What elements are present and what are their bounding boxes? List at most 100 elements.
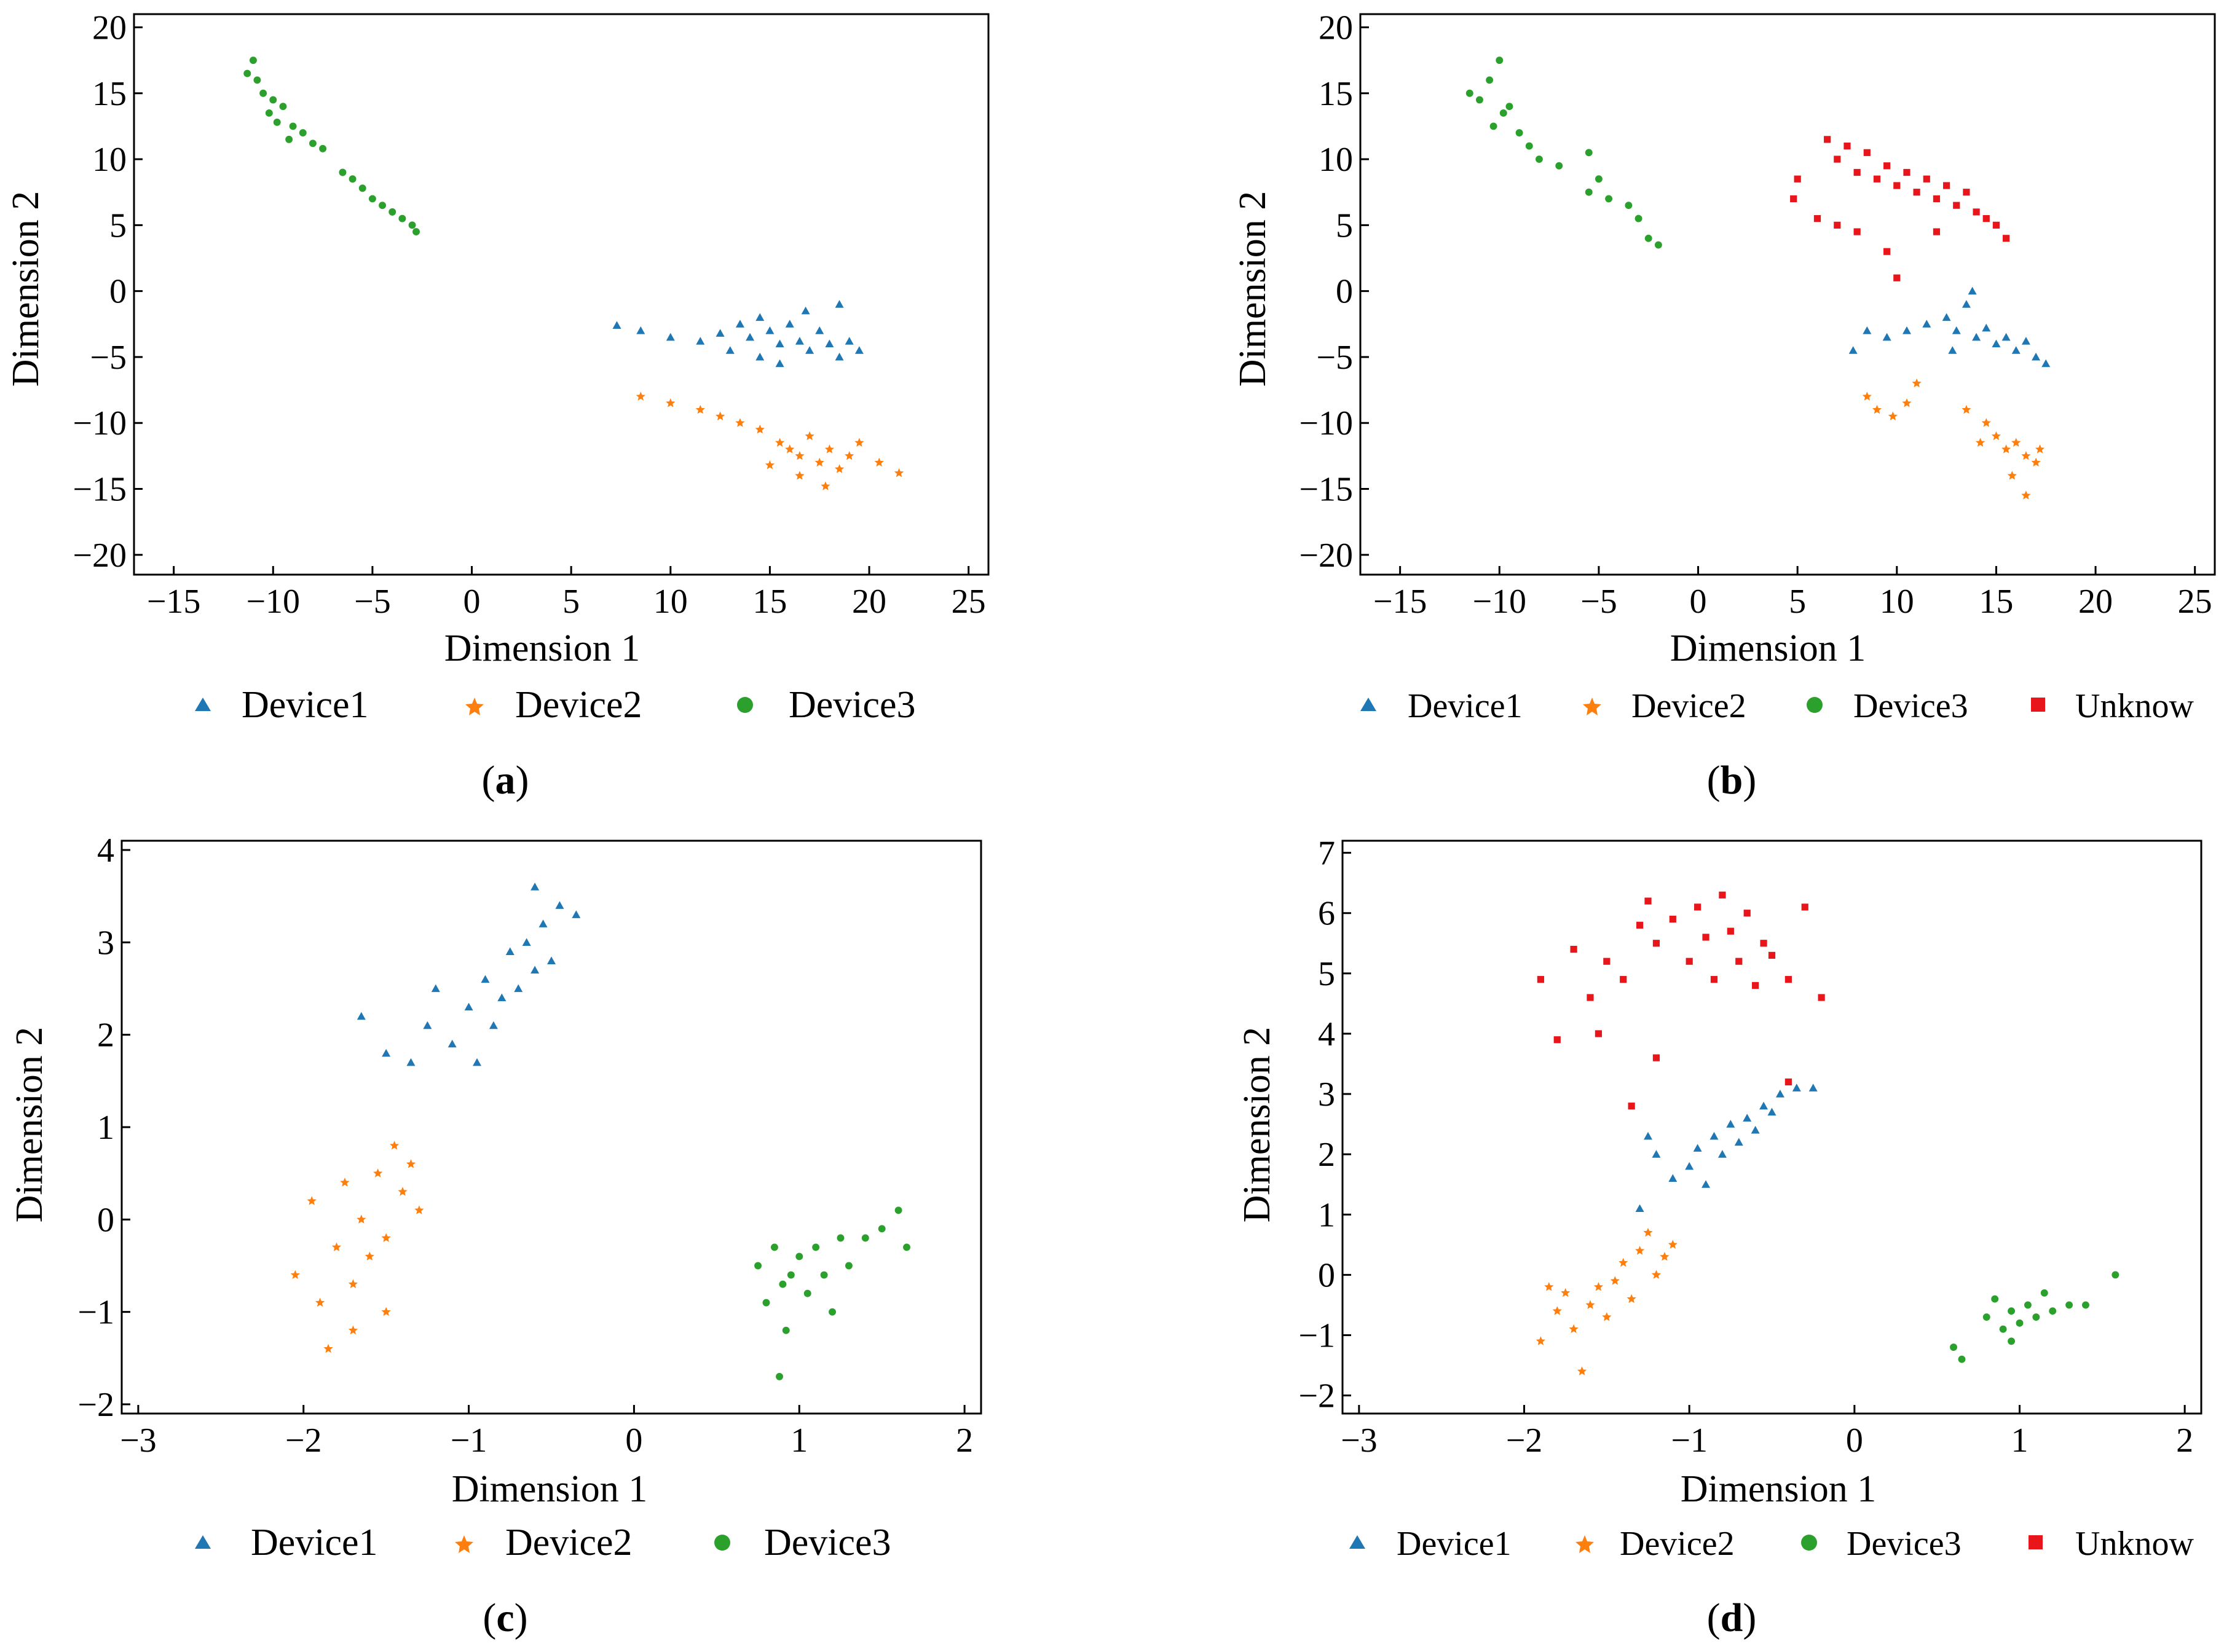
- point-device1: [555, 901, 564, 909]
- series-device1-d: [1635, 1084, 1818, 1213]
- x-tick-label-d: −1: [1671, 1422, 1708, 1460]
- legend-a: Device1 Device2 Device3: [195, 684, 916, 726]
- point-device3: [1605, 195, 1613, 203]
- point-device1: [505, 947, 515, 955]
- point-unknow: [1813, 215, 1821, 222]
- legend-marker-device3-a: [737, 697, 753, 713]
- point-device2: [695, 404, 705, 414]
- legend-marker-device3-c: [714, 1535, 730, 1551]
- point-unknow: [1834, 155, 1841, 163]
- point-device3: [820, 1271, 828, 1279]
- point-device1: [448, 1039, 457, 1048]
- point-device2: [874, 457, 884, 467]
- y-tick-label-d: 1: [1318, 1196, 1335, 1234]
- point-device2: [1651, 1270, 1662, 1279]
- point-device3: [358, 184, 366, 192]
- point-unknow: [1735, 958, 1743, 965]
- point-device2: [1872, 404, 1882, 414]
- x-tick-label-c: −3: [120, 1422, 157, 1460]
- point-device2: [2007, 471, 2017, 480]
- point-unknow: [1843, 142, 1851, 150]
- point-device1: [1702, 1180, 1711, 1188]
- point-device2: [323, 1343, 333, 1353]
- point-device3: [2024, 1301, 2032, 1309]
- point-device1: [775, 359, 784, 368]
- point-device3: [782, 1326, 790, 1334]
- axes-frame-c: [120, 840, 982, 1415]
- point-device2: [795, 450, 805, 460]
- series-device2-a: [636, 391, 904, 490]
- y-tick-label-b: −20: [1299, 537, 1353, 575]
- point-device2: [1552, 1306, 1562, 1315]
- point-device2: [348, 1279, 358, 1288]
- point-device1: [1685, 1162, 1694, 1170]
- point-device3: [265, 109, 273, 117]
- point-device1: [1717, 1150, 1727, 1158]
- point-unknow: [1913, 189, 1920, 196]
- point-device2: [414, 1205, 424, 1214]
- point-device3: [1625, 202, 1633, 210]
- point-device3: [285, 135, 293, 143]
- x-tick-label-a: 15: [752, 583, 787, 621]
- x-tick-label-a: 10: [653, 583, 688, 621]
- point-device2: [2021, 450, 2031, 460]
- series-device2-d: [1536, 1227, 1678, 1375]
- legend-marker-device2-a: [465, 698, 484, 715]
- x-tick-label-b: 20: [2078, 583, 2113, 621]
- y-axis-label-b: Dimension 2: [1232, 191, 1274, 387]
- point-device2: [775, 438, 785, 447]
- series-device1-b: [1848, 286, 2051, 368]
- point-device3: [1505, 103, 1513, 111]
- x-tick-label-b: −15: [1373, 583, 1427, 621]
- x-tick-label-b: 25: [2178, 583, 2212, 621]
- point-device2: [1619, 1257, 1628, 1267]
- point-unknow: [1853, 228, 1861, 235]
- y-tick-label-d: −1: [1298, 1316, 1335, 1355]
- point-unknow: [1537, 976, 1544, 983]
- y-tick-label-c: 0: [97, 1201, 114, 1239]
- point-device3: [279, 103, 287, 111]
- point-device1: [1882, 332, 1891, 341]
- point-unknow: [1794, 175, 1801, 183]
- y-tick-label-d: 6: [1318, 895, 1335, 933]
- point-device1: [497, 993, 507, 1002]
- point-device2: [398, 1187, 408, 1196]
- point-device1: [746, 332, 755, 341]
- point-device2: [2011, 438, 2021, 447]
- point-unknow: [1834, 221, 1841, 229]
- point-device1: [1644, 1131, 1653, 1140]
- point-device1: [725, 346, 735, 354]
- point-device1: [530, 883, 540, 891]
- point-unknow: [1784, 976, 1792, 983]
- point-unknow: [1719, 891, 1726, 899]
- point-unknow: [1669, 915, 1676, 923]
- point-device2: [1912, 378, 1922, 388]
- point-device3: [1999, 1325, 2007, 1333]
- point-device3: [379, 202, 387, 210]
- point-device2: [373, 1168, 383, 1178]
- point-device2: [1962, 404, 1971, 414]
- point-device1: [801, 306, 810, 315]
- point-device3: [878, 1225, 886, 1233]
- caption-d: (d): [1707, 1595, 1757, 1640]
- point-device3: [412, 228, 420, 236]
- x-tick-label-a: 0: [463, 583, 481, 621]
- point-device1: [1922, 320, 1931, 328]
- point-device1: [1743, 1114, 1752, 1122]
- point-device1: [1775, 1090, 1784, 1098]
- point-device1: [423, 1021, 432, 1029]
- point-unknow: [1933, 228, 1941, 235]
- point-device2: [340, 1178, 350, 1187]
- point-device1: [666, 332, 675, 341]
- point-device1: [489, 1021, 498, 1029]
- x-tick-label-a: −15: [147, 583, 201, 621]
- point-device1: [547, 956, 556, 965]
- point-device1: [481, 975, 490, 983]
- point-device2: [1643, 1227, 1653, 1237]
- panel-a: −15 −10 −5 0 5 10 15 20 25 −20 −15 −10 −5 0 5 10 15 20 Di…: [5, 9, 990, 803]
- y-axis-label-c: Dimension 2: [9, 1027, 50, 1223]
- point-device3: [1644, 234, 1652, 242]
- plot-area-b: −15 −10 −5 0 5 10 15 20 25 −20 −15 −10 −5 0 5 10 15 20: [1299, 9, 2216, 621]
